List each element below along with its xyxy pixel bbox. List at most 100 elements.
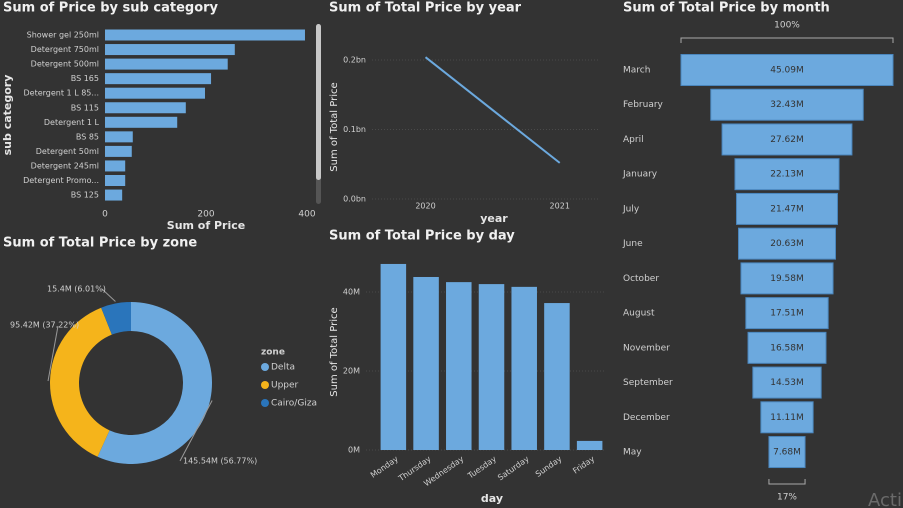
chart-title: Sum of Total Price by zone [3,236,197,251]
line [424,56,561,164]
x-tick-label: 400 [298,210,315,220]
value-label: 17.51M [770,309,804,319]
category-label: BS 125 [71,191,99,200]
category-label: November [623,343,670,353]
value-label: 32.43M [770,100,804,110]
chart-title: Sum of Total Price by year [329,1,522,16]
bar [478,284,505,450]
category-label: Detergent Promo... [23,176,99,185]
bar [105,160,126,172]
leader-line [101,288,116,302]
bottom-percent: 17% [777,493,797,503]
bar [105,58,228,70]
y-axis-title: sub category [1,75,14,156]
value-label: 14.53M [770,378,804,388]
donut-slice [101,302,131,335]
x-tick-label: 2020 [415,202,435,211]
category-label: BS 85 [76,132,99,141]
category-label: October [623,274,659,284]
leader-line [179,400,213,462]
funnel-bar [736,192,838,225]
funnel-bar [734,158,840,191]
category-label: March [623,66,650,76]
category-label: April [623,135,644,145]
slice-label: 15.4M (6.01%) [47,285,106,294]
bar [105,29,305,41]
bar [105,145,132,157]
category-label: July [622,204,640,214]
legend-title: zone [261,348,285,358]
y-tick-label: 0.2bn [343,56,366,65]
value-label: 22.13M [770,170,804,180]
value-label: 19.58M [770,274,804,284]
x-axis-title: Sum of Price [167,219,245,232]
slice-label: 95.42M (37.22%) [10,321,79,330]
x-axis-title: day [481,492,503,505]
bar [413,276,439,450]
value-label: 7.68M [773,448,801,458]
value-label: 20.63M [770,239,804,249]
funnel-bar [768,436,806,469]
category-label: Detergent 1 L 85... [24,89,99,98]
category-label: September [623,378,673,388]
category-label: February [623,100,664,110]
x-axis-title: year [480,212,508,225]
bar [105,189,123,201]
y-tick-label: 0.1bn [343,125,366,134]
watermark: Acti [868,490,902,508]
chart-title: Sum of Total Price by month [623,1,830,16]
chart-title: Sum of Price by sub category [3,1,219,16]
category-label: Detergent 50ml [36,147,99,156]
category-label: January [622,170,658,180]
bar [576,440,603,450]
value-label: 16.58M [770,343,804,353]
x-tick-label: 200 [197,210,214,220]
funnel-bar [747,331,827,364]
category-label: BS 165 [71,74,99,83]
category-label: May [623,448,642,458]
scrollbar-thumb[interactable] [316,24,321,180]
bar [105,102,186,114]
x-tick-label: 0 [102,210,108,220]
category-label: Detergent 245ml [31,161,99,170]
value-label: 27.62M [770,135,804,145]
category-label: June [622,239,643,249]
donut-slice [97,302,212,464]
x-tick-label: 2021 [550,202,570,211]
funnel-bar [710,88,864,121]
legend-label: Delta [271,363,295,373]
bar [446,282,472,450]
y-tick-label: 40M [343,288,360,297]
legend-swatch [261,399,269,407]
value-label: 45.09M [770,66,804,76]
legend-swatch [261,381,269,389]
slice-label: 145.54M (56.77%) [183,457,257,466]
funnel-bar [745,297,829,330]
legend-swatch [261,363,269,371]
y-axis-title: Sum of Total Price [329,307,340,396]
legend-label: Upper [271,381,299,391]
bar [544,303,570,450]
bar [105,116,178,128]
bracket [680,37,894,43]
top-percent: 100% [774,21,800,31]
leader-line [47,325,59,382]
funnel-bar [740,262,834,295]
bar [380,263,407,450]
chart-title: Sum of Total Price by day [329,229,515,244]
value-label: 21.47M [770,204,804,214]
bar [105,73,212,85]
category-label: Detergent 750ml [31,45,99,54]
funnel-bar [721,123,853,156]
value-label: 11.11M [770,413,804,423]
y-tick-label: 20M [343,367,360,376]
category-label: December [623,413,670,423]
category-label: BS 115 [71,103,99,112]
funnel-bar [760,401,814,434]
donut-slice [49,307,112,457]
category-label: Detergent 1 L [44,118,100,127]
category-label: Detergent 500ml [31,60,99,69]
bar [105,87,205,99]
